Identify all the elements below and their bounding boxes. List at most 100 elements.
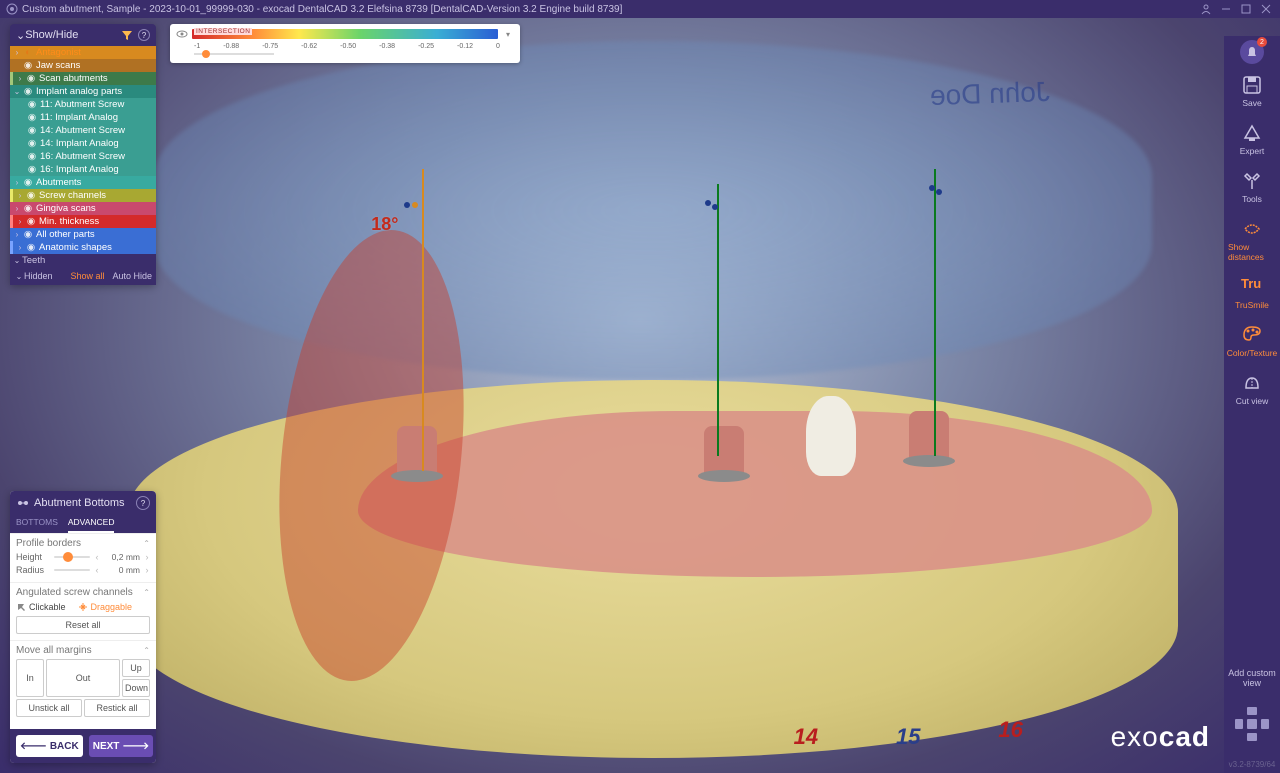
tools-button[interactable]: Tools xyxy=(1228,166,1276,208)
tick: -0.25 xyxy=(418,43,434,50)
tree-child[interactable]: ◉11: Abutment Screw xyxy=(10,98,156,111)
margin-in-button[interactable]: In xyxy=(16,659,44,697)
restick-all-button[interactable]: Restick all xyxy=(84,699,150,717)
window-title: Custom abutment, Sample - 2023-10-01_999… xyxy=(22,4,622,15)
show-all-button[interactable]: Show all xyxy=(70,271,104,281)
view-navigator[interactable] xyxy=(1232,704,1272,744)
tree-jaw-scans[interactable]: ◉Jaw scans xyxy=(10,59,156,72)
notifications-button[interactable]: 2 xyxy=(1240,40,1264,64)
collapse-icon[interactable]: ⌄ xyxy=(16,29,25,42)
tree-antagonist[interactable]: ›◐Antagonist xyxy=(10,46,156,59)
notification-badge: 2 xyxy=(1257,37,1267,47)
abutment-icon xyxy=(16,496,30,510)
step-down[interactable]: ‹ xyxy=(94,552,100,562)
tick: -0.38 xyxy=(379,43,395,50)
tree-scan-abutments[interactable]: ›◉Scan abutments xyxy=(10,72,156,85)
expert-button[interactable]: Expert xyxy=(1228,118,1276,160)
angle-readout: 18° xyxy=(371,214,398,235)
section-title: Move all margins xyxy=(16,645,92,656)
minimize-button[interactable] xyxy=(1218,3,1234,15)
margin-down-button[interactable]: Down xyxy=(122,679,150,697)
tab-advanced[interactable]: ADVANCED xyxy=(68,515,115,533)
axis-handle[interactable] xyxy=(704,199,720,209)
clickable-mode[interactable]: Clickable xyxy=(16,602,66,612)
step-down[interactable]: ‹ xyxy=(94,565,100,575)
show-hide-panel: ⌄ Show/Hide ? ›◐Antagonist ◉Jaw scans ›◉… xyxy=(10,24,156,285)
filter-icon[interactable] xyxy=(120,28,134,42)
step-up[interactable]: › xyxy=(144,552,150,562)
tree-child[interactable]: ◉16: Implant Analog xyxy=(10,163,156,176)
title-bar: Custom abutment, Sample - 2023-10-01_999… xyxy=(0,0,1280,18)
tree-abutments[interactable]: ›◉Abutments xyxy=(10,176,156,189)
unstick-all-button[interactable]: Unstick all xyxy=(16,699,82,717)
cut-view-button[interactable]: Cut view xyxy=(1228,368,1276,410)
app-icon xyxy=(6,3,18,15)
back-button[interactable]: 🡐 BACK xyxy=(16,735,83,757)
color-bar: INTERSECTION xyxy=(192,29,498,39)
tree-hidden: ⌄ Hidden Show all Auto Hide xyxy=(10,267,156,285)
collapse-icon[interactable]: ⌃ xyxy=(143,646,150,655)
legend-slider[interactable] xyxy=(194,53,274,55)
tooth-marker: 16 xyxy=(998,717,1022,743)
tree-implant-parts[interactable]: ⌄◉Implant analog parts xyxy=(10,85,156,98)
trusmile-button[interactable]: Tru TruSmile xyxy=(1228,272,1276,314)
next-button[interactable]: NEXT 🡒 xyxy=(89,735,154,757)
help-icon[interactable]: ? xyxy=(136,496,150,510)
tree-child[interactable]: ◉16: Abutment Screw xyxy=(10,150,156,163)
right-toolbar: 2 Save Expert Tools Show distances Tru T… xyxy=(1224,36,1280,773)
slider-label: Height xyxy=(16,552,50,562)
tree-child[interactable]: ◉14: Abutment Screw xyxy=(10,124,156,137)
tick: -0.88 xyxy=(223,43,239,50)
panel-title: Abutment Bottoms xyxy=(34,497,125,509)
tooth-marker: 14 xyxy=(794,724,818,750)
height-value: 0,2 mm xyxy=(104,552,140,562)
step-up[interactable]: › xyxy=(144,565,150,575)
brand-logo: exocad xyxy=(1111,721,1210,753)
height-slider[interactable] xyxy=(54,556,90,558)
collapse-icon[interactable]: ⌃ xyxy=(143,539,150,548)
user-icon[interactable] xyxy=(1198,3,1214,15)
legend-dropdown-icon[interactable]: ▾ xyxy=(502,29,514,39)
help-icon[interactable]: ? xyxy=(138,29,150,41)
tree-gingiva[interactable]: ›◉Gingiva scans xyxy=(10,202,156,215)
margin-out-button[interactable]: Out xyxy=(46,659,120,697)
axis-handle[interactable] xyxy=(928,184,944,194)
legend-visibility-icon[interactable] xyxy=(176,28,188,40)
margin-up-button[interactable]: Up xyxy=(122,659,150,677)
tree-all-other[interactable]: ›◉All other parts xyxy=(10,228,156,241)
tree-child[interactable]: ◉14: Implant Analog xyxy=(10,137,156,150)
tree-min-thickness[interactable]: ›◉Min. thickness xyxy=(10,215,156,228)
version-label: v3.2-8739/64 xyxy=(1229,760,1276,769)
section-title: Profile borders xyxy=(16,538,81,549)
intersection-label: INTERSECTION xyxy=(194,28,252,35)
tick: 0 xyxy=(496,43,500,50)
tooth-marker: 15 xyxy=(896,724,920,750)
tick: -0.75 xyxy=(262,43,278,50)
tree-teeth[interactable]: ⌄Teeth xyxy=(10,254,156,267)
section-title: Angulated screw channels xyxy=(16,587,133,598)
add-custom-view-button[interactable]: Add custom view xyxy=(1224,664,1280,692)
reset-all-button[interactable]: Reset all xyxy=(16,616,150,634)
axis-handle[interactable] xyxy=(403,199,419,209)
tick: -0.62 xyxy=(301,43,317,50)
radius-slider[interactable] xyxy=(54,569,90,571)
tick: -1 xyxy=(194,43,200,50)
tree-anatomic[interactable]: ›◉Anatomic shapes xyxy=(10,241,156,254)
auto-hide-button[interactable]: Auto Hide xyxy=(112,271,152,281)
slider-label: Radius xyxy=(16,565,50,575)
save-button[interactable]: Save xyxy=(1228,70,1276,112)
close-button[interactable] xyxy=(1258,3,1274,15)
draggable-mode[interactable]: Draggable xyxy=(78,602,133,612)
intersection-legend: INTERSECTION ▾ -1 -0.88 -0.75 -0.62 -0.5… xyxy=(170,24,520,63)
tab-bottoms[interactable]: BOTTOMS xyxy=(16,515,58,533)
color-texture-button[interactable]: Color/Texture xyxy=(1228,320,1276,362)
maximize-button[interactable] xyxy=(1238,3,1254,15)
collapse-icon[interactable]: ⌃ xyxy=(143,588,150,597)
viewport-3d[interactable]: 18° John Doe 14 15 16 exocad xyxy=(0,18,1280,773)
panel-title: Show/Hide xyxy=(25,29,78,41)
radius-value: 0 mm xyxy=(104,565,140,575)
tree-screw-channels[interactable]: ›◉Screw channels xyxy=(10,189,156,202)
tree-child[interactable]: ◉11: Implant Analog xyxy=(10,111,156,124)
show-distances-button[interactable]: Show distances xyxy=(1228,214,1276,266)
patient-name-overlay: John Doe xyxy=(929,76,1050,112)
